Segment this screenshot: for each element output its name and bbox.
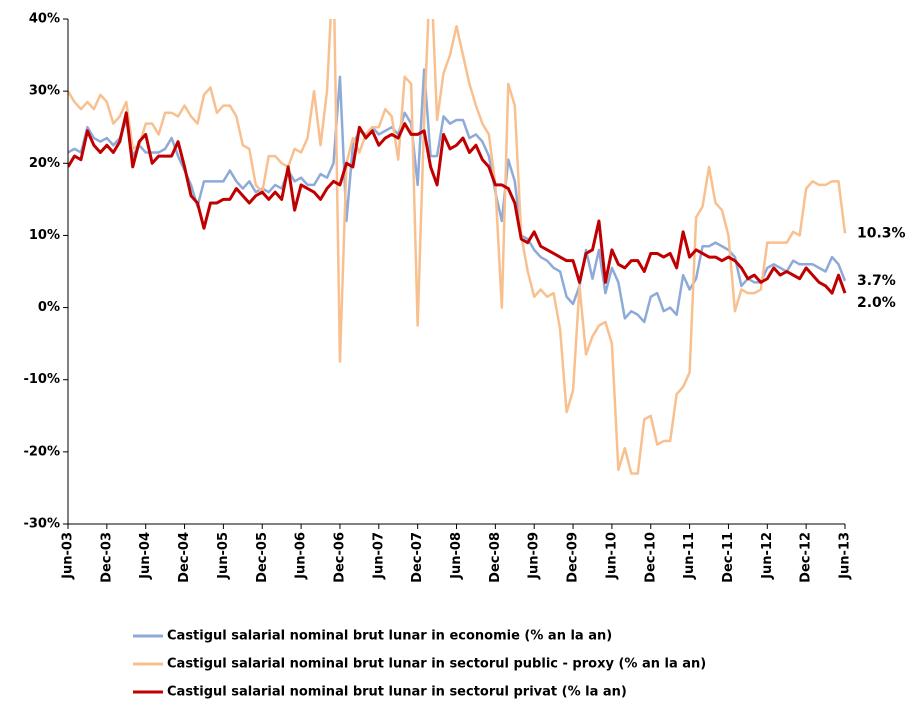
x-tick-label: Jun-07	[371, 532, 386, 580]
y-tick-label: 10%	[29, 228, 60, 243]
x-tick-label: Jun-09	[527, 532, 542, 580]
legend-label: Castigul salarial nominal brut lunar in …	[167, 657, 706, 672]
value-label: 10.3%	[857, 225, 906, 241]
legend-label: Castigul salarial nominal brut lunar in …	[167, 685, 627, 700]
legend-label: Castigul salarial nominal brut lunar in …	[167, 629, 612, 644]
value-label: 2.0%	[857, 295, 896, 311]
y-tick-label: 30%	[29, 84, 60, 99]
x-tick-label: Dec-12	[799, 532, 814, 583]
x-tick-label: Dec-06	[332, 532, 347, 583]
x-tick-label: Jun-04	[138, 532, 153, 580]
x-tick-label: Dec-10	[643, 532, 658, 583]
x-tick-label: Jun-08	[449, 532, 464, 580]
series-line	[68, 111, 847, 295]
series-line	[68, 19, 847, 475]
y-tick-label: -20%	[23, 444, 60, 459]
x-tick-label: Jun-06	[294, 532, 309, 580]
y-tick-label: -30%	[23, 517, 60, 532]
plot-area	[68, 19, 847, 475]
y-tick-label: 40%	[29, 12, 60, 27]
x-tick-label: Dec-08	[488, 532, 503, 583]
x-tick-label: Dec-03	[99, 532, 114, 583]
x-tick-label: Jun-03	[61, 532, 76, 580]
y-tick-label: 0%	[38, 300, 60, 315]
x-tick-label: Dec-09	[566, 532, 581, 583]
x-tick-label: Jun-13	[838, 532, 853, 580]
y-tick-label: 20%	[29, 156, 60, 171]
value-label: 3.7%	[857, 273, 896, 289]
x-tick-label: Dec-05	[255, 532, 270, 583]
x-tick-label: Jun-11	[682, 532, 697, 580]
x-tick-label: Dec-11	[721, 532, 736, 583]
x-tick-label: Jun-05	[216, 532, 231, 580]
x-tick-label: Jun-10	[604, 532, 619, 580]
x-tick-label: Dec-04	[177, 532, 192, 583]
y-tick-label: -10%	[23, 372, 60, 387]
x-tick-label: Jun-12	[760, 532, 775, 580]
x-tick-label: Dec-07	[410, 532, 425, 583]
